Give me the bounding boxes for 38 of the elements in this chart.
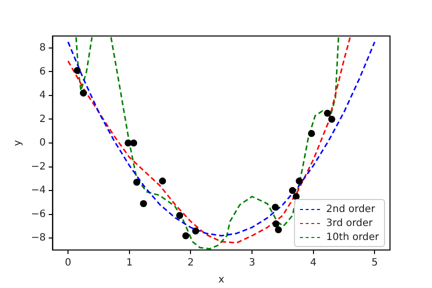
x-tick-label: 4	[310, 258, 317, 269]
x-tick-label: 5	[371, 258, 378, 269]
y-tick-label: 2	[39, 114, 46, 125]
point	[289, 187, 296, 194]
point	[130, 140, 138, 146]
y-tick-label: 0	[39, 138, 46, 149]
x-tick-label: 2	[188, 258, 194, 269]
point	[80, 90, 87, 97]
point	[133, 178, 140, 186]
point	[272, 204, 279, 211]
point	[308, 130, 316, 137]
x-tick-label: 1	[126, 258, 133, 269]
point	[324, 110, 331, 117]
y-tick-label: −6	[30, 208, 46, 220]
x-tick-label: 0	[64, 258, 72, 269]
point	[192, 227, 200, 234]
x-tick-label: 3	[248, 258, 256, 269]
point	[182, 232, 190, 240]
y-tick-label: −4	[30, 185, 46, 196]
y-tick-label: 8	[39, 42, 46, 54]
point	[159, 178, 166, 185]
point	[176, 212, 184, 220]
point	[272, 220, 280, 228]
y-axis-title: y	[12, 140, 24, 146]
point	[140, 200, 147, 208]
legend-label: 3rd order	[326, 218, 373, 228]
point	[74, 66, 81, 74]
point	[296, 178, 303, 185]
y-tick-label: −8	[30, 232, 46, 244]
point	[274, 226, 282, 234]
x-axis-title: x	[218, 274, 224, 286]
point	[328, 116, 336, 123]
y-tick-label: −2	[30, 161, 46, 172]
y-tick-label: 4	[39, 90, 46, 102]
legend-label: 2nd order	[326, 204, 376, 214]
point	[292, 193, 300, 200]
legend-label: 10th order	[326, 232, 379, 242]
y-tick-label: 6	[39, 66, 46, 78]
